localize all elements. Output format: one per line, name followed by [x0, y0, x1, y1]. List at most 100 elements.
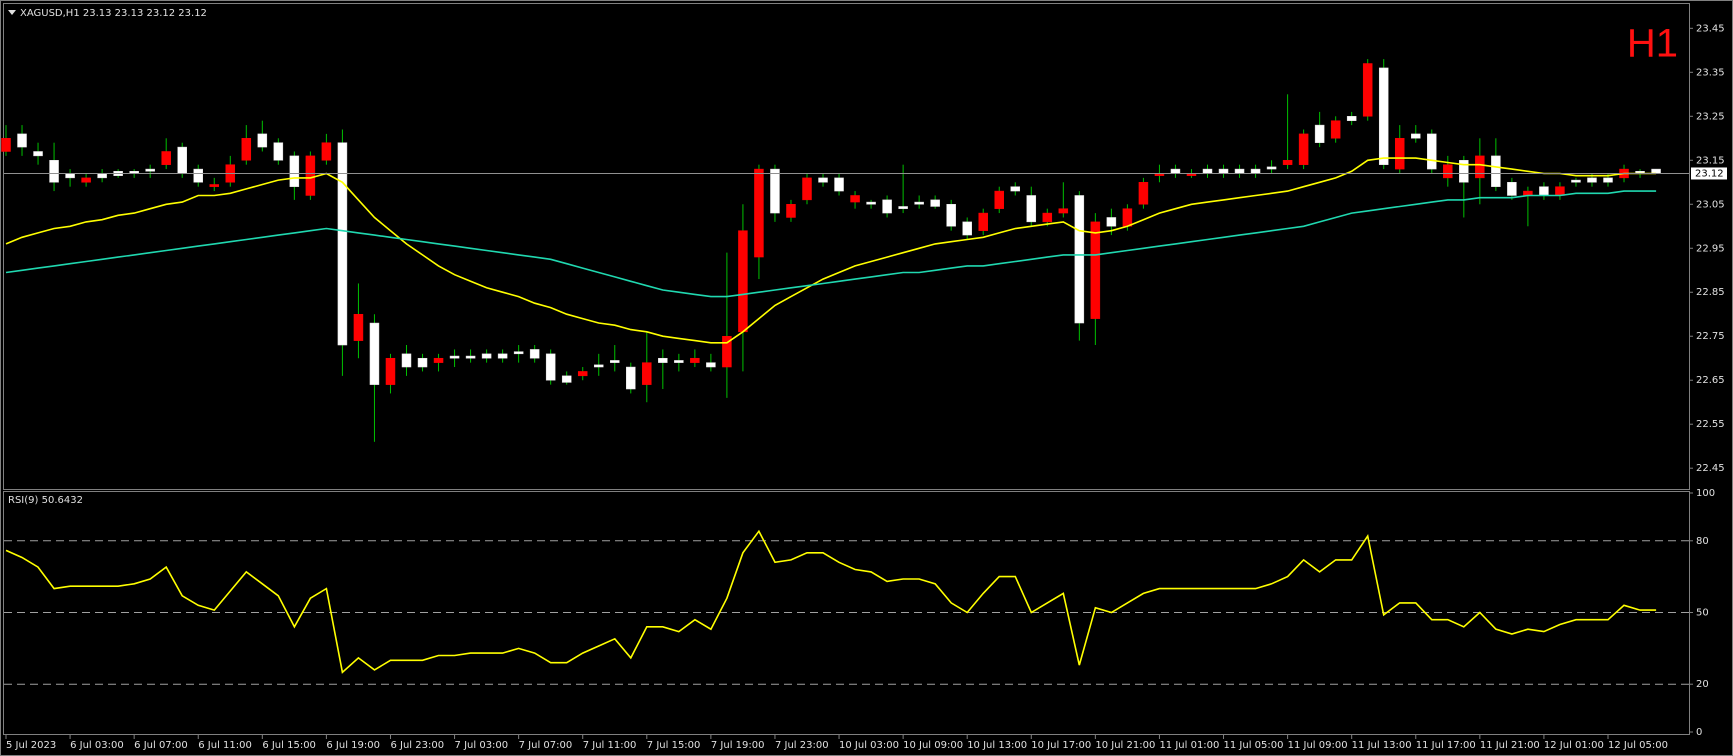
- candle-body: [1394, 138, 1405, 170]
- y-tick-label: 23.15: [1696, 155, 1725, 166]
- candle-body: [706, 362, 716, 368]
- candle-body: [593, 364, 604, 368]
- moving-average: [5, 190, 1657, 298]
- x-tick-label: 11 Jul 09:00: [1288, 740, 1348, 751]
- candle-body: [658, 357, 668, 363]
- candle-body: [1587, 177, 1597, 183]
- candle-body: [465, 355, 476, 359]
- candle-body: [850, 195, 860, 203]
- candle-body: [561, 375, 572, 383]
- candle-body: [1266, 166, 1277, 170]
- candle-body: [1475, 155, 1485, 179]
- menu-triangle: [8, 10, 16, 15]
- candle-body: [1362, 63, 1373, 117]
- candle-body: [1459, 160, 1469, 183]
- x-tick-label: 6 Jul 19:00: [326, 740, 380, 751]
- x-tick-label: 12 Jul 05:00: [1608, 740, 1668, 751]
- candle-body: [97, 173, 107, 179]
- candle-body: [1427, 133, 1437, 170]
- last-price-box: [1691, 167, 1727, 180]
- rsi-title: RSI(9) 50.6432: [8, 495, 83, 506]
- candle-body: [1443, 164, 1453, 179]
- candle-body: [770, 168, 780, 214]
- candle-body: [241, 138, 252, 161]
- x-tick-label: 11 Jul 17:00: [1416, 740, 1476, 751]
- candle-body: [49, 160, 59, 183]
- candle-body: [1122, 208, 1133, 227]
- x-tick-label: 11 Jul 13:00: [1352, 740, 1412, 751]
- candle-body: [1378, 67, 1389, 165]
- candle-body: [321, 142, 332, 161]
- y-tick-label: 100: [1696, 488, 1715, 499]
- candle-body: [1170, 168, 1181, 174]
- candle-body: [754, 168, 764, 258]
- candle-body: [385, 357, 396, 385]
- x-tick-label: 10 Jul 09:00: [903, 740, 963, 751]
- candle-body: [626, 366, 636, 390]
- candle-body: [1491, 155, 1501, 187]
- candle-body: [529, 349, 540, 359]
- candle-body: [930, 199, 940, 207]
- x-tick-label: 10 Jul 21:00: [1095, 740, 1155, 751]
- candle-body: [145, 168, 155, 172]
- candle-body: [177, 146, 187, 174]
- candle-body: [1042, 212, 1053, 223]
- rsi-line: [5, 529, 1657, 674]
- candle-body: [690, 357, 700, 363]
- candle-body: [1314, 124, 1325, 143]
- candle-body: [1539, 186, 1549, 196]
- timeframe-label: H1: [1627, 22, 1678, 66]
- candle-body: [914, 201, 924, 205]
- y-tick-label: 22.55: [1696, 419, 1725, 430]
- y-tick-label: 50: [1696, 608, 1709, 619]
- candle-body: [545, 353, 556, 381]
- y-tick-label: 23.45: [1696, 23, 1725, 34]
- candle-body: [1234, 168, 1245, 174]
- candle-body: [81, 177, 91, 183]
- y-tick-label: 22.85: [1696, 287, 1725, 298]
- candle-body: [1298, 133, 1309, 165]
- x-tick-label: 10 Jul 03:00: [839, 740, 899, 751]
- candle-body: [1218, 168, 1229, 174]
- candle-body: [1571, 179, 1581, 183]
- candle-body: [417, 357, 428, 368]
- candle-body: [786, 204, 796, 218]
- candle-body: [1090, 221, 1101, 319]
- candle-body: [946, 204, 956, 227]
- candle-body: [1346, 116, 1357, 121]
- candle-body: [17, 133, 27, 148]
- x-tick-label: 11 Jul 21:00: [1480, 740, 1540, 751]
- candle-body: [577, 371, 588, 377]
- candle-body: [1, 138, 11, 152]
- x-tick-label: 7 Jul 19:00: [711, 740, 765, 751]
- candle-body: [1202, 168, 1213, 174]
- candle-body: [898, 206, 908, 209]
- candle-body: [513, 351, 524, 355]
- price-panel: [3, 3, 1690, 490]
- x-tick-label: 10 Jul 13:00: [967, 740, 1027, 751]
- candle-body: [1250, 168, 1261, 174]
- candle-body: [305, 155, 316, 196]
- x-tick-label: 11 Jul 01:00: [1159, 740, 1219, 751]
- x-tick-label: 6 Jul 03:00: [70, 740, 124, 751]
- x-tick-label: 7 Jul 15:00: [647, 740, 701, 751]
- y-tick-label: 20: [1696, 679, 1709, 690]
- candle-body: [65, 173, 75, 179]
- candle-body: [1330, 120, 1341, 139]
- y-tick-label: 22.75: [1696, 331, 1725, 342]
- candle-body: [401, 353, 412, 368]
- x-tick-label: 7 Jul 07:00: [519, 740, 573, 751]
- candle-body: [497, 353, 508, 359]
- candle-body: [866, 201, 876, 205]
- y-tick-label: 23.25: [1696, 111, 1725, 122]
- candle-body: [962, 221, 972, 236]
- candle-body: [1555, 186, 1565, 196]
- candle-body: [433, 357, 444, 363]
- chart-title: XAGUSD,H1 23.13 23.13 23.12 23.12: [20, 8, 207, 19]
- candle-body: [353, 313, 364, 341]
- y-tick-label: 22.65: [1696, 375, 1725, 386]
- candle-body: [642, 362, 652, 385]
